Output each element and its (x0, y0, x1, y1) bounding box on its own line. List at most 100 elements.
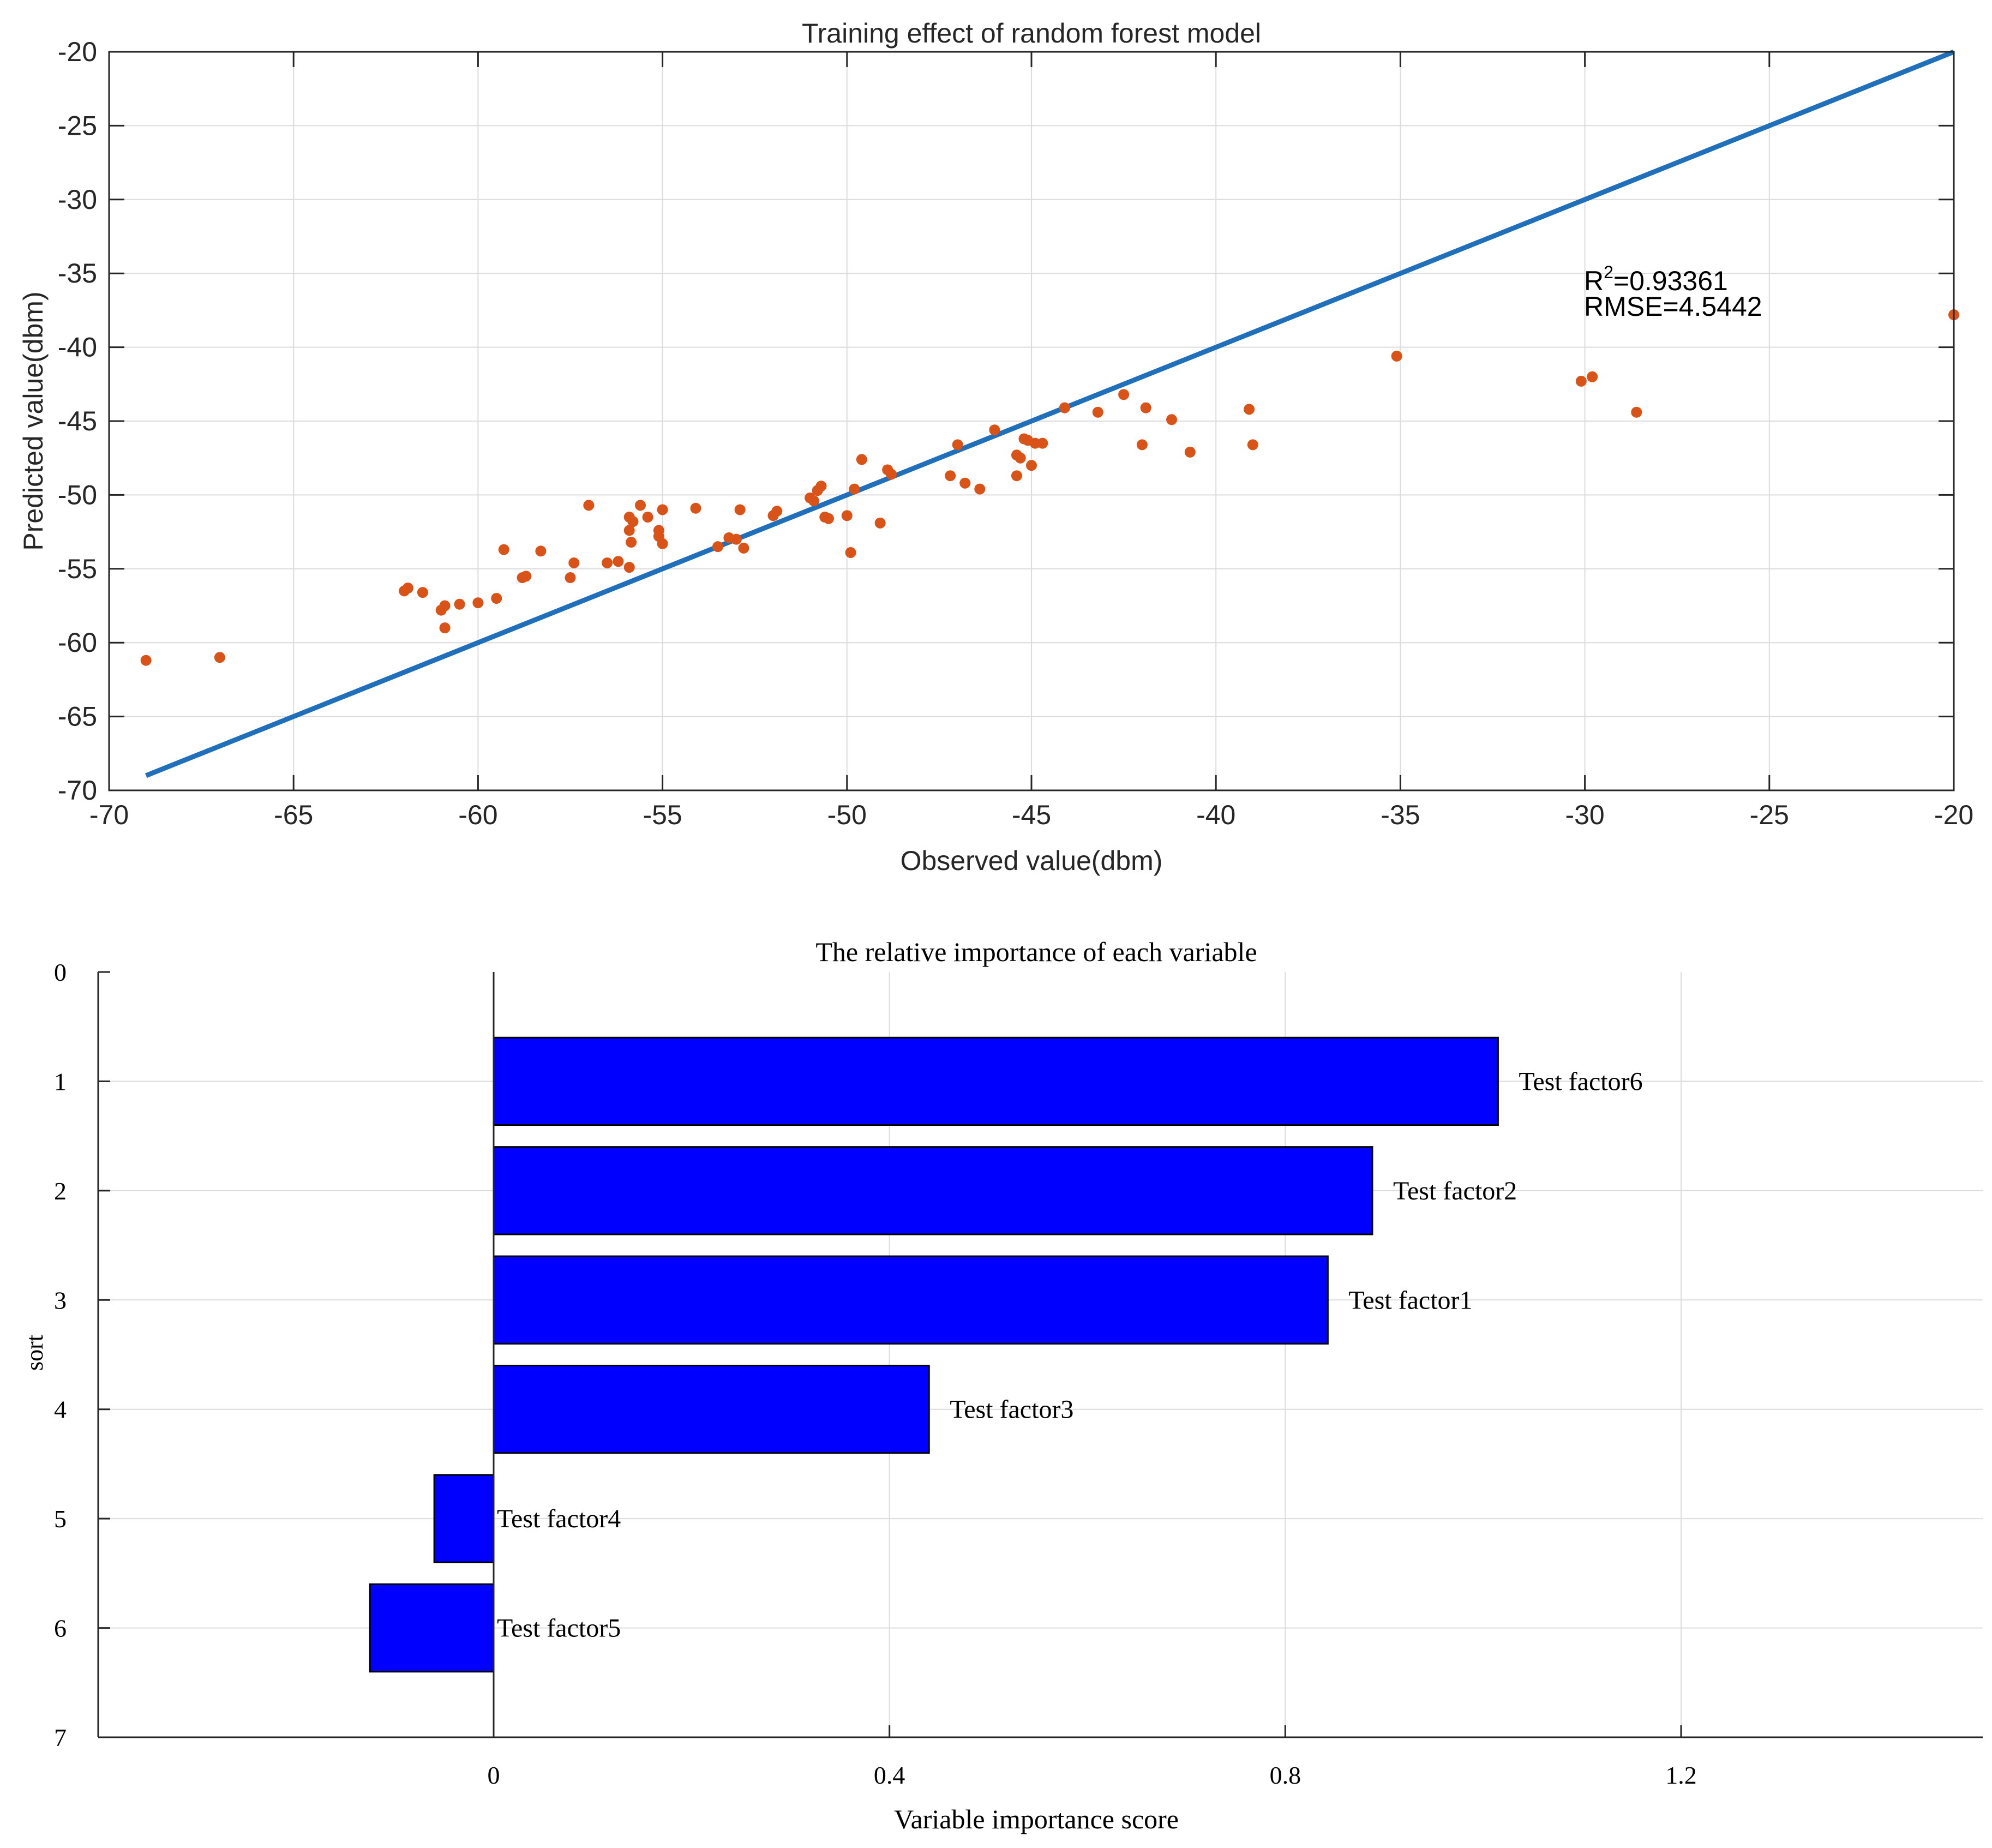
data-point (140, 655, 152, 666)
x-tick-label: 0.4 (874, 1761, 905, 1789)
x-tick-label: -45 (1012, 800, 1051, 830)
data-point (738, 542, 749, 554)
data-point (417, 587, 428, 598)
data-point (657, 504, 668, 515)
bar-x-label: Variable importance score (894, 1804, 1179, 1834)
data-point (1166, 414, 1178, 425)
x-tick-label: -30 (1565, 800, 1604, 830)
data-point (1247, 439, 1258, 451)
x-tick-label: -35 (1381, 800, 1420, 830)
data-point (959, 477, 971, 489)
r2-value: =0.93361 (1613, 266, 1728, 296)
bar (493, 1255, 1329, 1345)
bar-ticks: 0 0.4 0.8 1.2 0 1 2 3 4 5 6 7 (54, 958, 1697, 1789)
data-point (1092, 406, 1103, 418)
y-tick-label: -45 (58, 406, 97, 436)
y-tick-label: -50 (58, 479, 97, 510)
data-point (690, 502, 701, 514)
data-point (491, 592, 502, 604)
r2-annotation: R2=0.93361 (1584, 262, 1728, 296)
rmse-annotation: RMSE=4.5442 (1584, 291, 1762, 322)
fit-line-group (145, 49, 1955, 778)
data-point (602, 557, 613, 568)
scatter-plot: -70 -65 -60 -55 -50 -45 -40 -35 -30 -25 -20 -20 -25 -… (18, 18, 1973, 876)
x-tick-label: -50 (827, 800, 867, 830)
data-point (613, 556, 624, 567)
data-point (712, 541, 724, 553)
y-tick-label: -65 (58, 701, 97, 732)
data-point (1026, 460, 1037, 471)
data-point (535, 545, 547, 557)
data-point (1118, 389, 1130, 400)
y-tick-label: -25 (58, 110, 97, 141)
r2-exponent: 2 (1604, 262, 1613, 282)
data-point (1587, 371, 1598, 382)
data-point (1015, 452, 1026, 464)
bar-title: The relative importance of each variable (815, 937, 1257, 967)
data-point (845, 547, 856, 559)
data-point (439, 622, 451, 634)
data-point (849, 483, 860, 495)
y-tick-label: 4 (54, 1396, 67, 1424)
data-point (565, 572, 576, 584)
x-tick-label: 0 (488, 1761, 500, 1789)
data-point (1391, 350, 1402, 362)
data-point (823, 513, 834, 524)
x-tick-label: -40 (1196, 800, 1235, 830)
y-tick-label: -60 (58, 627, 97, 658)
y-tick-label: -35 (58, 258, 97, 289)
y-tick-label: 0 (54, 958, 67, 986)
data-point (734, 504, 746, 515)
y-tick-label: 3 (54, 1286, 67, 1314)
bar (369, 1583, 495, 1673)
bar-label: Test factor6 (1519, 1067, 1642, 1096)
data-point (439, 600, 451, 611)
y-tick-label: 5 (54, 1505, 67, 1533)
bar (493, 1365, 930, 1454)
y-tick-label: -30 (58, 184, 97, 215)
bar (493, 1146, 1373, 1235)
bar-label: Test factor5 (497, 1614, 621, 1643)
x-tick-label: -55 (643, 800, 682, 830)
y-tick-label: 7 (54, 1724, 67, 1751)
data-point (808, 495, 819, 507)
data-point (454, 598, 465, 610)
data-point (623, 525, 635, 536)
data-point (815, 481, 827, 492)
data-point (771, 506, 783, 517)
data-point (635, 500, 646, 511)
data-point (653, 531, 664, 542)
data-point (1575, 375, 1587, 387)
data-point (952, 439, 963, 451)
scatter-y-label: Predicted value(dbm) (18, 291, 49, 550)
data-point (623, 562, 635, 573)
data-point (642, 512, 653, 523)
data-point (568, 557, 580, 568)
data-point (1136, 439, 1148, 451)
y-tick-label: -40 (58, 332, 97, 363)
data-point (1184, 446, 1196, 458)
bar (433, 1474, 495, 1563)
y-tick-label: -70 (58, 775, 97, 806)
fit-line (145, 49, 1955, 778)
data-point (626, 537, 637, 548)
y-tick-label: 6 (54, 1615, 67, 1642)
bar (493, 1036, 1499, 1126)
x-tick-label: 0.8 (1270, 1761, 1301, 1789)
data-point (989, 424, 1000, 436)
data-point (974, 483, 986, 495)
y-tick-label: 2 (54, 1177, 67, 1205)
data-point (1037, 437, 1048, 449)
bar-label: Test factor1 (1348, 1286, 1472, 1315)
scatter-ticks: -70 -65 -60 -55 -50 -45 -40 -35 -30 -25 -20 -20 -25 -… (58, 37, 1973, 830)
data-point (520, 571, 532, 582)
scatter-x-label: Observed value(dbm) (901, 845, 1163, 876)
x-tick-label: -70 (89, 800, 129, 830)
bar-label: Test factor2 (1393, 1177, 1517, 1205)
scatter-points (140, 309, 1959, 666)
x-tick-label: -65 (274, 800, 313, 830)
bar-label: Test factor3 (950, 1395, 1073, 1424)
data-point (1059, 402, 1070, 413)
data-point (1011, 470, 1022, 482)
